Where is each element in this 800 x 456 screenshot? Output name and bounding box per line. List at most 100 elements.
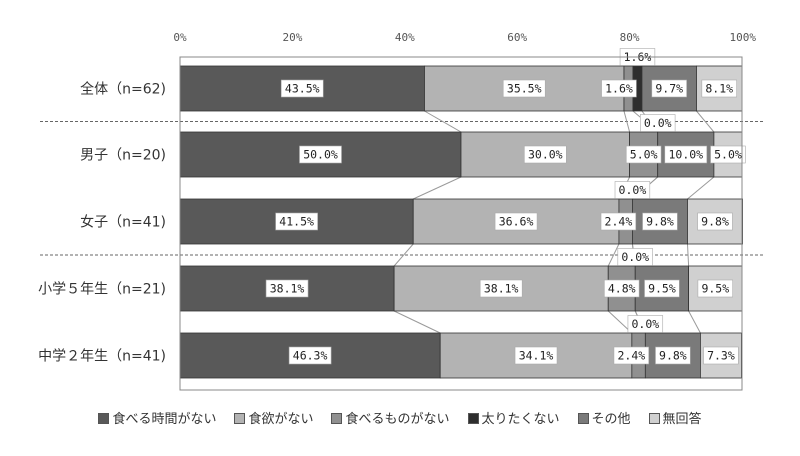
data-label-box [275, 212, 318, 231]
data-label: 0.0% [644, 116, 672, 130]
legend-item: 太りたくない [467, 408, 560, 427]
data-label-box [701, 79, 737, 98]
data-label-box [639, 114, 676, 132]
x-tick-label: 80% [620, 31, 640, 44]
data-label-box [697, 279, 734, 298]
data-label-box [614, 181, 651, 199]
series-line [686, 243, 690, 267]
legend-swatch [98, 413, 110, 424]
data-label-box [502, 79, 546, 98]
bar-segment [634, 265, 690, 312]
series-line [393, 310, 441, 334]
data-label-box [644, 279, 680, 298]
category-label: 女子（n=41) [80, 214, 166, 231]
data-label: 38.1% [270, 282, 305, 296]
data-label-box [280, 79, 324, 98]
data-label: 7.3% [707, 349, 735, 363]
legend-item: 食べるものがない [331, 408, 450, 427]
legend-label: 無回答 [662, 412, 702, 427]
x-tick-label: 20% [282, 31, 302, 44]
series-line [393, 243, 414, 267]
series-line [687, 176, 715, 200]
data-label: 36.6% [499, 215, 534, 229]
data-label-box [697, 212, 733, 231]
legend-swatch [467, 413, 479, 424]
data-label-box [703, 346, 739, 365]
series-line [623, 110, 631, 133]
legend-swatch [577, 413, 589, 424]
data-label: 9.5% [701, 282, 729, 296]
data-label: 34.1% [519, 349, 554, 363]
data-label-box [265, 279, 309, 298]
data-label: 2.4% [605, 215, 633, 229]
data-label-box [651, 79, 687, 98]
legend-item: 無回答 [648, 408, 702, 427]
data-label: 46.3% [293, 349, 328, 363]
data-label: 41.5% [279, 215, 314, 229]
data-label-box [604, 279, 640, 298]
legend-label: 食べる時間がない [112, 412, 217, 427]
data-label: 9.8% [646, 215, 674, 229]
data-label-box [600, 212, 637, 231]
x-tick-label: 60% [507, 31, 527, 44]
category-label: 男子（n=20) [80, 148, 166, 164]
data-label-box [664, 145, 708, 164]
series-line [607, 243, 620, 267]
data-label: 2.4% [617, 349, 645, 363]
data-label: 5.0% [630, 148, 658, 162]
data-label: 10.0% [668, 148, 703, 162]
data-label: 4.8% [608, 282, 636, 296]
data-label: 0.0% [631, 317, 659, 331]
data-label-box [494, 212, 538, 231]
legend-label: その他 [591, 412, 631, 427]
data-label: 9.8% [659, 349, 687, 363]
legend-label: 食べるものがない [345, 412, 450, 427]
data-label: 0.0% [621, 250, 649, 264]
data-label: 43.5% [285, 82, 320, 96]
x-tick-label: 100% [730, 31, 757, 44]
legend-swatch [234, 413, 246, 424]
legend-swatch [331, 413, 343, 424]
legend-swatch [648, 413, 660, 424]
data-label-box [627, 315, 664, 333]
series-line [696, 110, 715, 133]
data-label: 8.1% [705, 82, 733, 96]
category-label: 中学２年生（n=41) [38, 349, 166, 365]
data-label-box [613, 346, 650, 365]
plot-frame [179, 56, 743, 391]
legend-label: 食欲がない [248, 412, 314, 427]
series-line [424, 110, 462, 133]
legend-item: その他 [577, 408, 631, 427]
x-tick-label: 0% [173, 31, 187, 44]
data-label: 30.0% [528, 148, 563, 162]
data-label: 1.6% [605, 82, 633, 96]
legend-item: 食べる時間がない [98, 408, 216, 427]
data-label: 50.0% [303, 148, 338, 162]
data-label-box [514, 346, 558, 365]
data-label-box [617, 248, 653, 266]
series-line [413, 176, 462, 200]
legend-item: 食欲がない [234, 408, 313, 427]
data-label-box [299, 145, 342, 164]
data-label: 35.5% [507, 82, 542, 96]
data-label-box [523, 145, 567, 164]
legend-label: 太りたくない [481, 412, 560, 427]
data-label-box [710, 145, 746, 164]
data-label-box [642, 212, 678, 231]
series-line [688, 310, 701, 334]
data-label: 9.8% [701, 215, 729, 229]
data-label-box [479, 279, 523, 298]
x-tick-label: 40% [395, 31, 415, 44]
data-label-box [601, 79, 637, 98]
data-label: 9.7% [655, 82, 683, 96]
data-label-box [625, 145, 662, 164]
data-label: 9.5% [648, 282, 676, 296]
data-label: 38.1% [484, 282, 519, 296]
data-label: 0.0% [619, 183, 647, 197]
data-label-box [288, 346, 332, 365]
category-label: 小学５年生（n=21) [38, 282, 166, 298]
legend: 食べる時間がない 食欲がない 食べるものがない 太りたくない その他 無回答 [0, 408, 800, 427]
data-label: 5.0% [714, 148, 742, 162]
data-label-box [655, 346, 691, 365]
